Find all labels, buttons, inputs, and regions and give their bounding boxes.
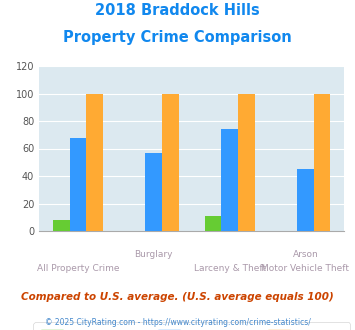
Bar <box>297 169 314 231</box>
Bar <box>314 93 331 231</box>
Text: Motor Vehicle Theft: Motor Vehicle Theft <box>261 264 349 273</box>
Bar <box>70 138 86 231</box>
Text: 2018 Braddock Hills: 2018 Braddock Hills <box>95 3 260 18</box>
Bar <box>238 93 255 231</box>
Text: All Property Crime: All Property Crime <box>37 264 119 273</box>
Legend: Braddock Hills, Pennsylvania, National: Braddock Hills, Pennsylvania, National <box>33 322 350 330</box>
Text: Burglary: Burglary <box>135 250 173 259</box>
Bar <box>221 129 238 231</box>
Bar <box>86 93 103 231</box>
Bar <box>204 216 221 231</box>
Text: Arson: Arson <box>293 250 318 259</box>
Bar <box>53 220 70 231</box>
Bar <box>146 152 162 231</box>
Text: Larceny & Theft: Larceny & Theft <box>193 264 266 273</box>
Bar <box>162 93 179 231</box>
Text: Compared to U.S. average. (U.S. average equals 100): Compared to U.S. average. (U.S. average … <box>21 292 334 302</box>
Text: © 2025 CityRating.com - https://www.cityrating.com/crime-statistics/: © 2025 CityRating.com - https://www.city… <box>45 318 310 327</box>
Text: Property Crime Comparison: Property Crime Comparison <box>63 30 292 45</box>
